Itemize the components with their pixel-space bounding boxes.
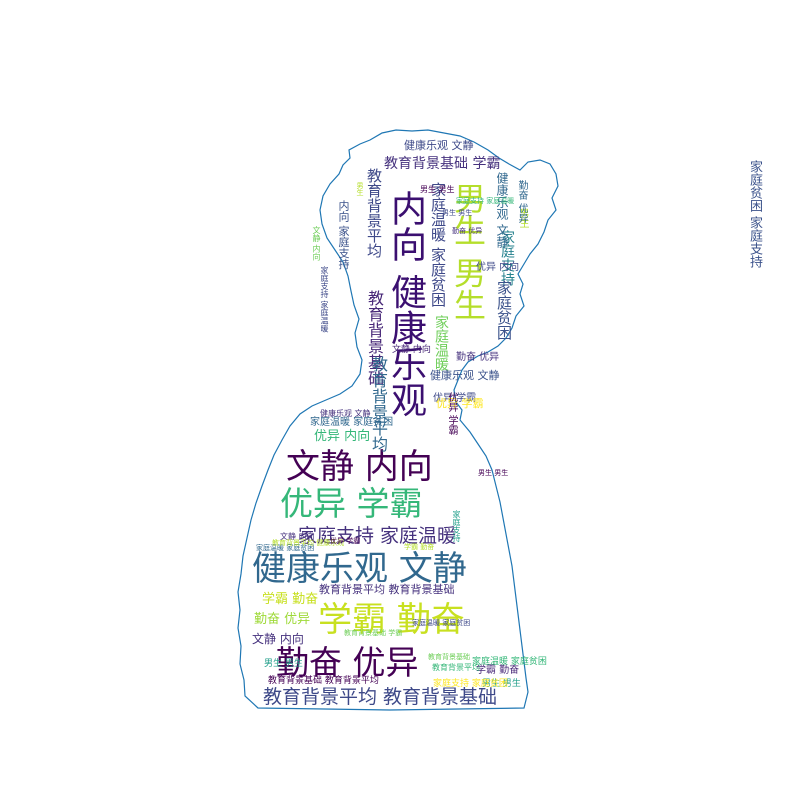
word-49: 勤奋 优异 [452, 227, 483, 235]
word-4: 健康乐观 文静 [252, 549, 467, 589]
word-52: 文静 内向 [312, 226, 321, 261]
word-50: 家庭支持 家庭温暖 [456, 197, 515, 205]
word-18: 教育背景平均 [369, 356, 388, 452]
word-47: 家庭支持 [452, 510, 461, 542]
word-57: 教育背景基础 [428, 653, 470, 661]
word-12b: 家庭贫困 家庭支持 [747, 160, 762, 269]
word-20: 家庭贫困 [495, 280, 513, 340]
word-44: 文静 内向 [280, 532, 315, 541]
word-11: 家庭支持 [499, 230, 515, 286]
word-22: 健康乐观 文静 [495, 172, 509, 248]
word-10: 健康乐观 文静 [404, 139, 474, 152]
word-9: 教育背景基础 学霸 [384, 156, 501, 172]
word-51: 教育背景平均 健康乐观 [272, 539, 345, 547]
word-3: 优异 学霸 [280, 484, 423, 523]
word-7: 教育背景平均 教育背景基础 [263, 686, 498, 708]
word-0: 内向 健康乐观 [385, 190, 426, 418]
word-45: 家庭温暖 家庭贫困 [256, 544, 315, 552]
word-1: 男生 男生 [449, 182, 487, 321]
word-37: 家庭温暖 家庭贫困 [472, 657, 547, 667]
word-27: 学霸 勤奋 [262, 592, 319, 607]
word-13: 家庭温暖 家庭贫困 [429, 182, 447, 307]
word-56: 健康乐观 文静 [320, 409, 371, 418]
word-42: 勤奋 优异 [516, 180, 527, 224]
word-46: 教育背景平均 [432, 663, 480, 672]
word-5: 学霸 勤奋 [318, 600, 465, 640]
word-31: 教育背景基础 教育背景平均 [268, 676, 379, 686]
word-34: 优异 学霸 [436, 397, 484, 410]
word-58: 男生 [356, 182, 364, 196]
word-59: 家庭温暖 家庭贫困 [412, 619, 471, 627]
word-26: 教育背景平均 教育背景基础 [319, 583, 455, 596]
word-36: 勤奋 优异 [456, 352, 500, 363]
word-32: 学霸 勤奋 [476, 665, 520, 676]
word-8: 家庭支持 家庭温暖 [298, 525, 457, 547]
word-14: 教育背景基础 [365, 290, 384, 386]
word-54: 家庭支持 家庭温暖 [320, 266, 329, 333]
word-39: 男生 [517, 208, 528, 228]
word-2: 文静 内向 [286, 447, 433, 487]
word-43: 男生 男生 [478, 469, 509, 477]
word-29: 文静 内向 [392, 345, 431, 355]
word-15: 教育背景平均 [365, 168, 383, 258]
word-30: 男生 男生 [482, 679, 521, 689]
word-28: 勤奋 优异 [254, 612, 311, 627]
word-21: 优异 内向 [476, 262, 520, 273]
word-17: 家庭温暖 [433, 315, 449, 371]
word-23: 文静 内向 [252, 632, 304, 646]
word-6: 勤奋 优异 [276, 643, 419, 682]
word-35: 家庭温暖 家庭贫困 [310, 417, 394, 428]
word-60: 优异 学霸 [330, 537, 361, 545]
word-16: 内向 家庭支持 [337, 200, 350, 270]
word-38: 优异 学霸 [446, 392, 457, 436]
word-41: 教育背景基础 学霸 [344, 629, 403, 637]
word-40: 家庭支持 家庭贫困 [433, 679, 508, 689]
word-55: 男生 男生 [420, 185, 455, 194]
word-19: 健康乐观 文静 [430, 369, 500, 382]
word-53: 学霸 勤奋 [404, 543, 435, 551]
word-48: 男生 男生 [442, 209, 473, 217]
word-25: 优异 内向 [314, 429, 371, 444]
word-33: 男生 男生 [264, 659, 303, 669]
silhouette-path [237, 129, 559, 711]
word-24: 优异 学霸 [433, 393, 477, 404]
